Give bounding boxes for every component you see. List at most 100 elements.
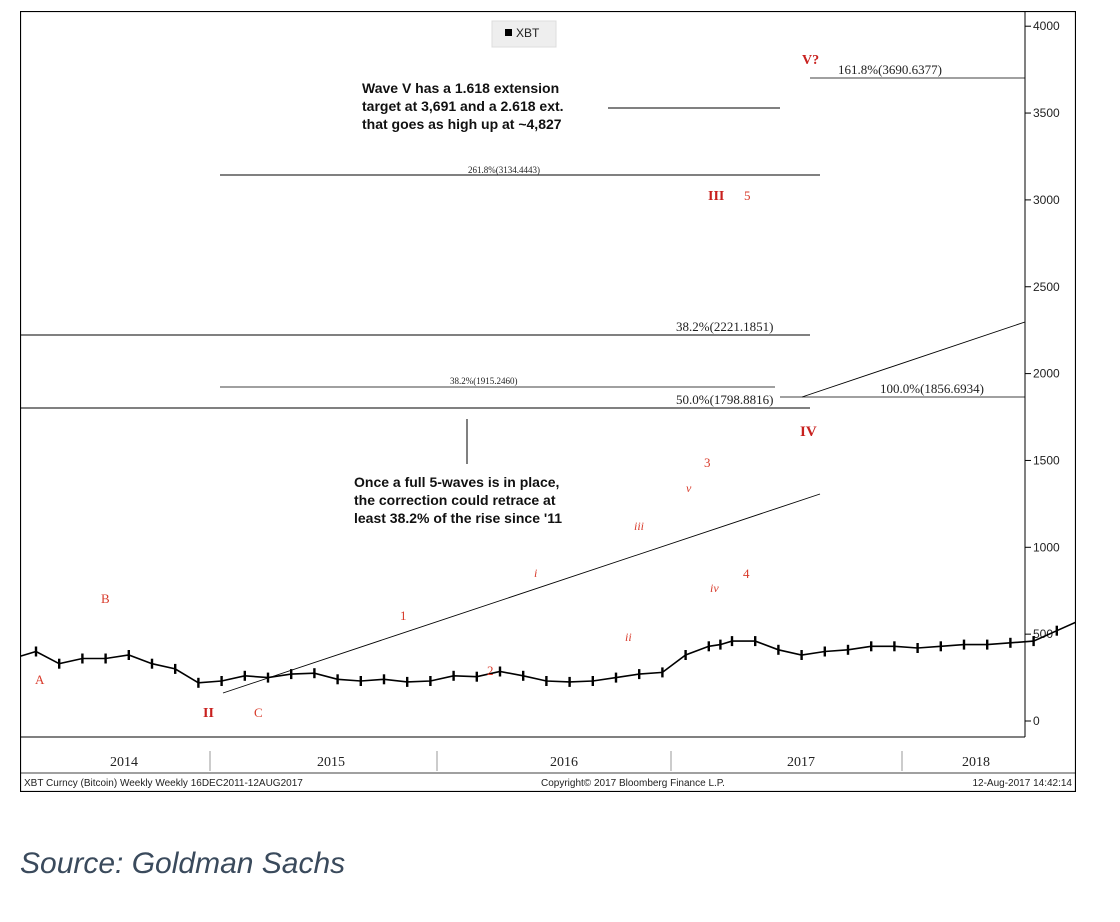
wave-label-III: III xyxy=(708,189,724,204)
annotation-correction-line2: the correction could retrace at xyxy=(354,492,556,508)
chart-svg: XBT 0 500 1000 1500 2000 2500 3000 3500 4000 201… xyxy=(20,11,1076,792)
price-bar xyxy=(522,670,525,681)
wave-label-2: 2 xyxy=(487,663,494,678)
price-bar xyxy=(498,666,502,677)
price-bar xyxy=(150,658,154,669)
price-bar xyxy=(591,676,594,686)
price-bar xyxy=(220,676,223,686)
wave-label-3: 3 xyxy=(704,455,711,470)
price-bar xyxy=(719,639,722,650)
annotation-wave-v-line1: Wave V has a 1.618 extension xyxy=(362,80,559,96)
price-bar xyxy=(197,677,200,688)
price-bar xyxy=(823,646,826,657)
y-tick-label: 1500 xyxy=(1033,453,1060,467)
wave-label-C: C xyxy=(254,705,263,720)
price-bar xyxy=(313,668,316,679)
price-bar xyxy=(266,672,270,683)
annotation-correction-line1: Once a full 5-waves is in place, xyxy=(354,474,559,490)
level-label-2221: 38.2%(2221.1851) xyxy=(676,319,774,334)
wave-label-II: II xyxy=(203,706,214,721)
price-bar xyxy=(754,636,757,647)
annotation-wave-v-line2: target at 3,691 and a 2.618 ext. xyxy=(362,98,564,114)
level-label-1915: 38.2%(1915.2460) xyxy=(450,376,518,386)
level-label-1856: 100.0%(1856.6934) xyxy=(880,381,984,396)
wave-label-V: V? xyxy=(802,53,819,68)
x-year-label: 2014 xyxy=(110,755,138,770)
price-bar xyxy=(127,650,130,660)
price-bar xyxy=(916,643,919,653)
price-bar xyxy=(800,650,803,660)
price-bar xyxy=(893,641,896,652)
y-tick-label: 2500 xyxy=(1033,280,1060,294)
x-year-label: 2015 xyxy=(317,755,345,770)
price-bar xyxy=(58,658,61,669)
x-year-label: 2017 xyxy=(787,755,815,770)
price-bar xyxy=(81,653,84,664)
source-caption: Source: Goldman Sachs xyxy=(20,847,346,880)
upper-trend-line xyxy=(801,321,1026,398)
wave-label-i: i xyxy=(534,566,537,580)
wave-label-v: v xyxy=(686,481,692,495)
price-bar xyxy=(359,676,362,686)
price-bar xyxy=(1009,637,1012,648)
level-label-3134: 261.8%(3134.4443) xyxy=(468,165,540,175)
price-bar xyxy=(661,667,664,678)
price-bar xyxy=(870,641,873,652)
price-bar xyxy=(684,650,687,660)
wave-label-B: B xyxy=(101,591,110,606)
price-bar xyxy=(730,636,734,647)
chart-border xyxy=(20,11,1076,792)
price-bar xyxy=(707,641,710,652)
price-bar xyxy=(614,672,618,683)
wave-label-IV: IV xyxy=(800,424,817,440)
price-bar xyxy=(243,670,246,681)
price-bar xyxy=(962,639,966,650)
wave-label-iv: iv xyxy=(710,581,719,595)
wave-label-iii: iii xyxy=(634,519,644,533)
annotation-wave-v-line3: that goes as high up at ~4,827 xyxy=(362,116,562,132)
y-ticks: 0 500 1000 1500 2000 2500 3000 3500 4000 xyxy=(1025,19,1060,728)
x-year-label: 2018 xyxy=(962,755,990,770)
wave-label-5: 5 xyxy=(744,188,751,203)
chart-frame: XBT 0 500 1000 1500 2000 2500 3000 3500 4000 201… xyxy=(20,11,1076,792)
price-bar xyxy=(429,676,432,686)
footer-right: 12-Aug-2017 14:42:14 xyxy=(972,778,1072,789)
y-tick-label: 500 xyxy=(1033,627,1053,641)
y-tick-label: 1000 xyxy=(1033,540,1060,554)
price-bar xyxy=(406,676,409,687)
legend-swatch xyxy=(505,29,512,36)
price-bar xyxy=(638,669,641,680)
wave-label-1: 1 xyxy=(400,608,407,623)
price-bar xyxy=(1032,636,1035,647)
level-label-3690: 161.8%(3690.6377) xyxy=(838,62,942,77)
price-bar xyxy=(1055,625,1058,636)
price-bar xyxy=(545,676,548,686)
level-label-1798: 50.0%(1798.8816) xyxy=(676,392,774,407)
price-bar xyxy=(290,669,293,680)
price-bar xyxy=(475,671,478,682)
price-bar xyxy=(568,676,571,687)
price-points xyxy=(34,625,1058,688)
y-tick-label: 0 xyxy=(1033,714,1040,728)
footer-left: XBT Curncy (Bitcoin) Weekly Weekly 16DEC… xyxy=(24,778,303,789)
price-bar xyxy=(382,674,386,685)
price-bar xyxy=(104,653,107,664)
wave-label-4: 4 xyxy=(743,566,750,581)
wave-label-A: A xyxy=(35,672,45,687)
price-bar xyxy=(846,644,850,655)
price-bar xyxy=(986,639,989,650)
footer-center: Copyright© 2017 Bloomberg Finance L.P. xyxy=(541,778,725,789)
price-bar xyxy=(34,646,38,657)
price-bar xyxy=(336,674,339,685)
wave-label-ii: ii xyxy=(625,630,632,644)
annotation-correction-line3: least 38.2% of the rise since '11 xyxy=(354,510,562,526)
y-tick-label: 4000 xyxy=(1033,19,1060,33)
legend-label: XBT xyxy=(516,26,540,40)
legend-box xyxy=(491,20,557,48)
y-tick-label: 3000 xyxy=(1033,193,1060,207)
y-tick-label: 2000 xyxy=(1033,367,1060,381)
price-bar xyxy=(174,663,177,674)
y-tick-label: 3500 xyxy=(1033,106,1060,120)
x-year-label: 2016 xyxy=(550,755,578,770)
price-bar xyxy=(452,670,455,681)
